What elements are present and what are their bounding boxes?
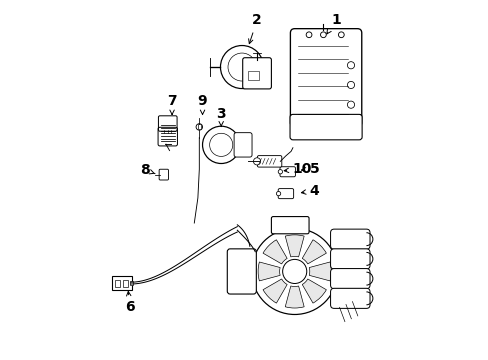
Wedge shape	[263, 279, 286, 303]
Bar	[248, 71, 259, 80]
Text: 1: 1	[326, 13, 340, 34]
Wedge shape	[302, 279, 325, 303]
FancyBboxPatch shape	[112, 276, 131, 290]
FancyBboxPatch shape	[278, 189, 293, 199]
Text: 2: 2	[248, 13, 262, 44]
Text: 3: 3	[216, 107, 225, 126]
FancyBboxPatch shape	[330, 269, 369, 289]
Bar	[129, 281, 133, 285]
FancyBboxPatch shape	[330, 249, 369, 269]
Wedge shape	[302, 240, 325, 264]
Text: 10: 10	[284, 162, 311, 176]
Bar	[122, 280, 128, 287]
FancyBboxPatch shape	[289, 114, 362, 140]
Circle shape	[253, 158, 260, 165]
Circle shape	[278, 170, 282, 174]
FancyBboxPatch shape	[280, 167, 295, 177]
Text: 6: 6	[124, 292, 134, 314]
Bar	[115, 280, 120, 287]
FancyBboxPatch shape	[158, 116, 177, 131]
FancyBboxPatch shape	[330, 229, 369, 249]
Wedge shape	[263, 240, 286, 264]
Circle shape	[196, 124, 202, 130]
FancyBboxPatch shape	[159, 169, 168, 180]
FancyBboxPatch shape	[242, 58, 271, 89]
FancyBboxPatch shape	[234, 133, 251, 157]
Circle shape	[320, 32, 325, 38]
Wedge shape	[308, 262, 330, 281]
Text: 5: 5	[301, 162, 319, 176]
Text: 9: 9	[197, 94, 207, 114]
Text: 7: 7	[167, 94, 177, 114]
Bar	[197, 125, 201, 130]
Wedge shape	[258, 262, 280, 281]
Circle shape	[220, 45, 263, 89]
Circle shape	[276, 192, 280, 196]
Circle shape	[202, 126, 239, 163]
Text: 4: 4	[301, 184, 319, 198]
FancyBboxPatch shape	[257, 156, 281, 167]
Circle shape	[305, 32, 311, 38]
Circle shape	[251, 228, 337, 315]
FancyBboxPatch shape	[227, 249, 256, 294]
Circle shape	[282, 260, 306, 283]
FancyBboxPatch shape	[330, 288, 369, 309]
Text: 8: 8	[140, 163, 155, 177]
FancyBboxPatch shape	[271, 217, 308, 234]
FancyBboxPatch shape	[290, 29, 361, 127]
Wedge shape	[285, 286, 304, 308]
Circle shape	[338, 32, 344, 38]
Wedge shape	[285, 235, 304, 257]
